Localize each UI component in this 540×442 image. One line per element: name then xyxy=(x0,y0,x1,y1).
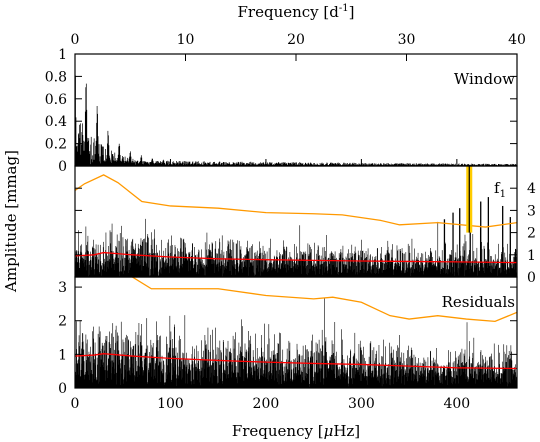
x-axis-title: Frequency [μHz] xyxy=(232,422,360,440)
x2tick-label: 10 xyxy=(177,32,195,48)
data-panel xyxy=(75,166,517,277)
data-panel-label-subscript: 1 xyxy=(500,189,506,200)
data-ytick-label: 1 xyxy=(527,248,536,264)
x2-axis-title-sup: -1 xyxy=(339,3,349,14)
residuals-ytick-label: 1 xyxy=(58,347,67,363)
x2tick-label: 0 xyxy=(71,32,80,48)
window-frame xyxy=(74,53,518,167)
data-mean-noise-line xyxy=(75,251,517,264)
data-spectrum xyxy=(75,218,517,277)
window-panel xyxy=(75,65,517,166)
residuals-threshold-line xyxy=(130,277,517,323)
x2-axis-title: Frequency [d-1] xyxy=(238,3,355,21)
window-ytick-label: 0.6 xyxy=(45,92,67,108)
residuals-ytick-label: 2 xyxy=(58,314,67,330)
window-ytick-label: 0.2 xyxy=(45,137,67,153)
window-ytick-label: 0.8 xyxy=(45,69,67,85)
x2tick-label: 40 xyxy=(508,32,526,48)
y-axis-title: Amplitude [mmag] xyxy=(2,150,20,293)
window-spectrum xyxy=(75,65,517,166)
data-plot-area xyxy=(75,174,517,277)
window-ytick-label: 1 xyxy=(58,47,67,63)
residuals-panel-label: Residuals xyxy=(442,293,515,311)
xtick-label: 100 xyxy=(157,396,184,412)
x-axis-title-mu: μ xyxy=(324,422,334,440)
x2tick-label: 30 xyxy=(398,32,416,48)
residuals-ytick-label: 0 xyxy=(58,381,67,397)
residuals-plot-area xyxy=(75,277,517,388)
window-ytick-label: 0 xyxy=(58,159,67,175)
data-panel-label: f1 xyxy=(494,179,506,200)
residuals-ytick-label: 3 xyxy=(58,280,67,296)
xtick-label: 300 xyxy=(348,396,375,412)
xtick-label: 200 xyxy=(253,396,280,412)
xtick-label: 400 xyxy=(443,396,470,412)
data-ytick-label: 2 xyxy=(527,226,536,242)
residuals-frame xyxy=(74,276,518,389)
window-panel-label: Window xyxy=(454,70,515,88)
residuals-spectrum xyxy=(75,297,517,388)
window-plot-area xyxy=(75,65,517,166)
data-ytick-label: 4 xyxy=(527,181,536,197)
x-axis-title-pre: Frequency [ xyxy=(232,422,324,440)
data-ytick-label: 3 xyxy=(527,203,536,219)
window-ytick-label: 0.4 xyxy=(45,114,67,130)
x2-axis-title-post: ] xyxy=(349,3,355,21)
residuals-panel xyxy=(75,277,517,388)
xtick-label: 0 xyxy=(71,396,80,412)
x2-axis-title-pre: Frequency [d xyxy=(238,3,340,21)
data-ytick-label: 0 xyxy=(527,270,536,286)
data-threshold-line xyxy=(75,174,517,228)
axes-layer: 00.20.40.60.81Window01234f10123Residuals… xyxy=(2,3,536,440)
x-axis-title-post: Hz] xyxy=(333,422,360,440)
x2tick-label: 20 xyxy=(287,32,305,48)
residuals-mean-noise-line xyxy=(75,353,517,370)
